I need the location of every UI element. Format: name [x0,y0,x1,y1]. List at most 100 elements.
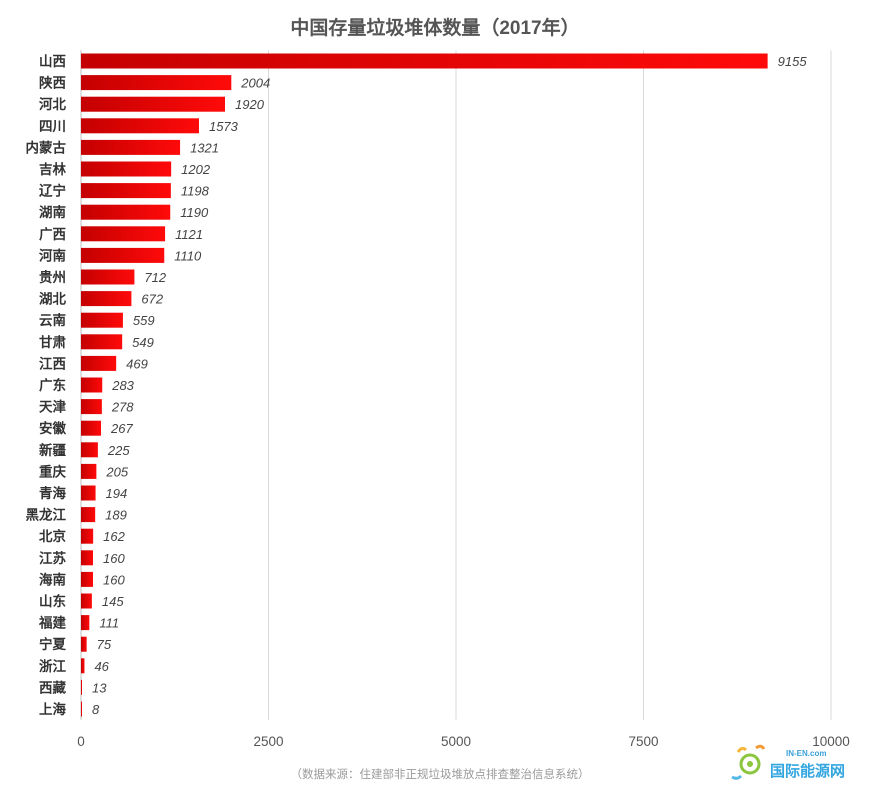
value-labels: 9155 2004 1920 1573 1321 1202 1198 1190 1121 1110… [92,54,807,717]
category-label: 海南 [39,571,66,587]
value-label: 559 [133,313,155,328]
value-label: 1110 [174,248,202,263]
category-label: 江苏 [39,550,66,566]
category-label: 天津 [39,399,66,415]
bar [81,507,96,523]
bar [81,355,117,371]
bar [81,75,232,91]
value-label: 1198 [181,184,210,199]
category-label: 吉林 [39,161,66,177]
category-label: 福建 [38,615,66,631]
watermark-logo: IN-EN.com 国际能源网 [731,744,845,780]
value-label: 267 [110,421,133,436]
value-label: 469 [126,356,148,371]
bar [81,679,82,695]
category-label: 山东 [39,593,66,609]
value-label: 1190 [180,205,209,220]
value-label: 549 [132,335,154,350]
value-label: 2004 [240,76,270,91]
x-tick-label: 5000 [441,734,471,749]
bar [81,139,181,155]
value-label: 672 [141,292,163,307]
bar [81,377,103,393]
value-label: 283 [111,378,134,393]
category-label: 湖北 [39,292,66,307]
category-label: 浙江 [39,658,66,674]
bar [81,291,132,307]
sun-flower-icon [731,744,766,780]
bar [81,118,199,134]
x-tick-label: 2500 [253,734,283,749]
bar [81,247,165,263]
value-label: 225 [107,443,130,458]
bar [81,312,123,328]
value-label: 712 [144,270,166,285]
category-label: 青海 [39,485,66,501]
x-axis-ticks: 0 2500 5000 7500 10000 [77,734,850,749]
bar [81,96,225,112]
value-label: 160 [103,551,125,566]
bar [81,658,85,674]
bar [81,571,93,587]
category-label: 贵州 [39,269,66,285]
value-label: 1573 [209,119,239,134]
x-tick-label: 0 [77,734,85,749]
value-label: 111 [99,616,119,631]
category-label: 山西 [39,54,66,69]
bar [81,615,90,631]
bars [81,53,768,717]
value-label: 145 [102,594,124,609]
bar [81,593,92,609]
value-label: 1202 [181,162,211,177]
category-label: 北京 [39,528,66,544]
category-label: 江西 [39,355,66,371]
value-label: 9155 [778,54,808,69]
value-label: 75 [97,637,112,652]
value-label: 189 [105,508,127,523]
category-label: 河南 [39,247,66,263]
category-label: 宁夏 [39,636,66,652]
bar [81,334,123,350]
value-label: 1321 [190,140,219,155]
bar [81,269,135,285]
bar [81,226,166,242]
category-label: 广东 [39,377,66,393]
chart-title: 中国存量垃圾堆体数量（2017年） [290,16,579,39]
category-label: 湖南 [39,204,66,220]
category-label: 黑龙江 [26,507,67,523]
value-label: 278 [111,400,134,415]
source-note: （数据来源：住建部非正规垃圾堆放点排查整治信息系统） [291,767,590,781]
x-tick-label: 10000 [812,734,850,749]
category-label: 辽宁 [39,183,66,199]
category-label: 安徽 [39,420,66,436]
bar [81,399,102,415]
value-label: 1920 [235,97,265,112]
category-label: 上海 [39,701,66,717]
value-label: 160 [103,572,125,587]
bar [81,463,97,479]
value-label: 194 [106,486,128,501]
watermark-main-text: 国际能源网 [770,762,845,780]
category-label: 河北 [39,96,66,112]
category-label: 重庆 [39,463,66,479]
watermark-top-text: IN-EN.com [786,749,826,758]
bar [81,528,94,544]
value-label: 8 [92,702,100,717]
x-tick-label: 7500 [628,734,658,749]
bar [81,161,172,177]
bar [81,53,768,69]
bar [81,701,82,717]
category-label: 新疆 [39,442,66,458]
bar [81,183,171,199]
category-label: 甘肃 [39,334,66,350]
value-label: 205 [105,464,128,479]
value-label: 46 [94,659,109,674]
category-label: 陕西 [39,75,66,91]
value-label: 1121 [175,227,203,242]
category-label: 云南 [39,312,66,328]
bar [81,442,98,458]
value-label: 13 [92,680,107,695]
bar [81,204,171,220]
category-label: 四川 [39,119,66,134]
